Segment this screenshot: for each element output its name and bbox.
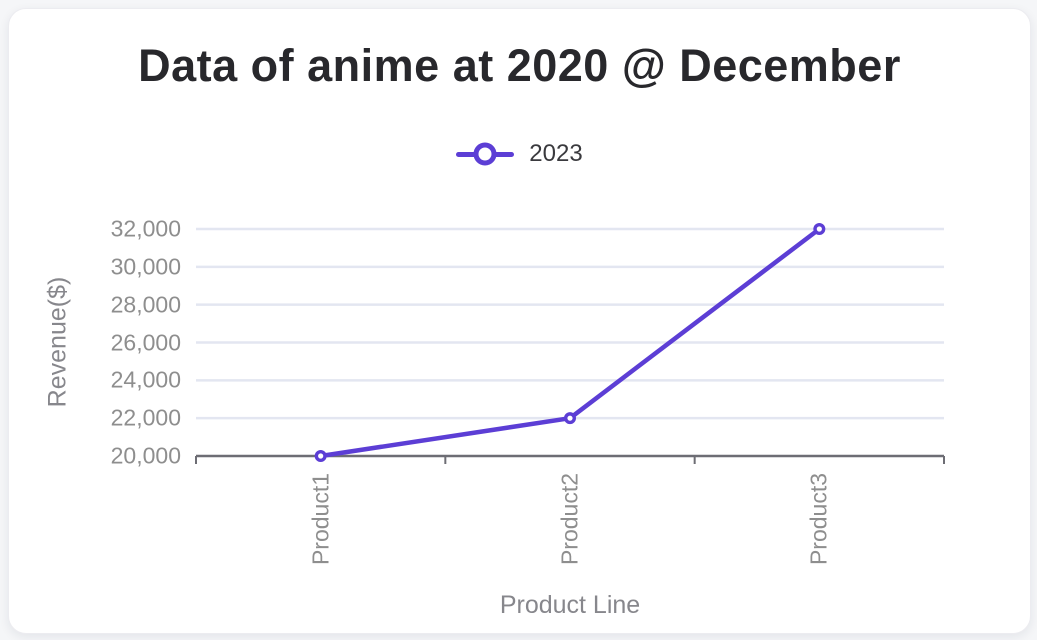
legend: 2023 bbox=[9, 140, 1030, 168]
y-tick-label: 30,000 bbox=[110, 253, 181, 280]
chart-title: Data of anime at 2020 @ December bbox=[138, 40, 901, 91]
legend-circle-icon bbox=[473, 142, 497, 166]
data-point-product2[interactable] bbox=[564, 412, 577, 425]
legend-item-2023[interactable]: 2023 bbox=[456, 140, 583, 168]
y-tick-label: 24,000 bbox=[110, 366, 181, 393]
y-tick-label: 32,000 bbox=[110, 215, 181, 242]
data-point-product3[interactable] bbox=[813, 222, 826, 236]
legend-label: 2023 bbox=[529, 140, 583, 167]
y-tick-label: 20,000 bbox=[110, 442, 181, 469]
y-tick-label: 22,000 bbox=[110, 404, 181, 431]
y-axis-tick-labels: 20,000 22,000 24,000 26,000 28,000 30,000 32,0… bbox=[9, 216, 181, 469]
line-chart-svg bbox=[195, 222, 945, 464]
data-point-product1[interactable] bbox=[314, 449, 327, 462]
y-tick-label: 28,000 bbox=[110, 291, 181, 318]
legend-line-marker-icon bbox=[456, 141, 515, 167]
y-tick-label: 26,000 bbox=[110, 329, 181, 355]
chart-card: Data of anime at 2020 @ December 2023 Re… bbox=[8, 8, 1031, 634]
x-tick-label-product1: Product1 bbox=[307, 472, 334, 566]
x-axis-title: Product Line bbox=[499, 591, 641, 619]
x-tick-label-product2: Product2 bbox=[556, 472, 583, 566]
plot-area bbox=[195, 222, 945, 465]
x-tick-label-product3: Product3 bbox=[805, 472, 832, 566]
